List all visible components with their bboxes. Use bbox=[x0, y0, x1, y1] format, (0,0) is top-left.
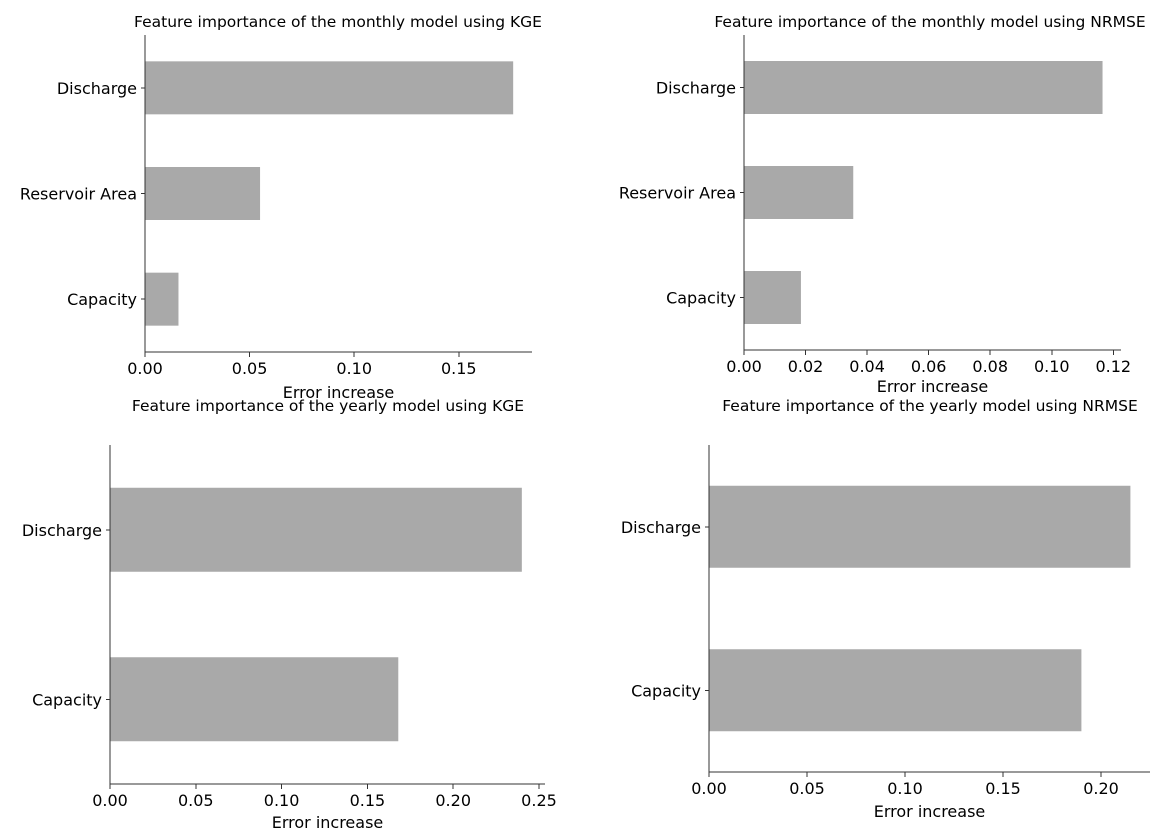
x-tick-label: 0.15 bbox=[441, 359, 477, 378]
x-tick-label: 0.20 bbox=[1083, 779, 1119, 798]
x-tick-label: 0.00 bbox=[127, 359, 163, 378]
bar-discharge bbox=[145, 61, 514, 115]
x-tick-label: 0.00 bbox=[691, 779, 727, 798]
chart-title: Feature importance of the monthly model … bbox=[134, 13, 542, 31]
panel-yearly-nrmse: Feature importance of the yearly model u… bbox=[621, 397, 1150, 821]
bar-discharge bbox=[709, 485, 1131, 568]
x-tick-label: 0.05 bbox=[789, 779, 825, 798]
y-tick-label: Reservoir Area bbox=[20, 185, 137, 204]
x-tick-label: 0.10 bbox=[887, 779, 923, 798]
y-tick-label: Capacity bbox=[32, 690, 102, 709]
bar-discharge bbox=[110, 487, 522, 572]
panel-monthly-kge: Feature importance of the monthly model … bbox=[20, 13, 542, 402]
x-tick-label: 0.00 bbox=[726, 357, 762, 376]
y-tick-label: Capacity bbox=[67, 290, 137, 309]
y-tick-label: Reservoir Area bbox=[619, 184, 736, 203]
x-tick-label: 0.10 bbox=[1034, 357, 1070, 376]
x-axis-label: Error increase bbox=[272, 813, 384, 831]
x-tick-label: 0.25 bbox=[521, 791, 557, 810]
x-tick-label: 0.08 bbox=[972, 357, 1008, 376]
bar-capacity bbox=[145, 272, 179, 326]
y-tick-label: Discharge bbox=[621, 518, 701, 537]
bar-capacity bbox=[110, 657, 399, 742]
chart-title: Feature importance of the yearly model u… bbox=[132, 397, 524, 415]
x-tick-label: 0.10 bbox=[336, 359, 372, 378]
x-tick-label: 0.02 bbox=[788, 357, 824, 376]
chart-title: Feature importance of the monthly model … bbox=[714, 13, 1145, 31]
bar-reservoir-area bbox=[744, 166, 854, 219]
x-tick-label: 0.05 bbox=[178, 791, 214, 810]
x-tick-label: 0.05 bbox=[232, 359, 268, 378]
x-axis-label: Error increase bbox=[874, 802, 986, 821]
y-tick-label: Capacity bbox=[666, 289, 736, 308]
x-axis-label: Error increase bbox=[283, 383, 395, 402]
x-tick-label: 0.20 bbox=[435, 791, 471, 810]
bar-reservoir-area bbox=[145, 167, 261, 220]
x-tick-label: 0.00 bbox=[92, 791, 128, 810]
bar-capacity bbox=[709, 649, 1082, 732]
y-tick-label: Discharge bbox=[656, 79, 736, 98]
panel-monthly-nrmse: Feature importance of the monthly model … bbox=[619, 13, 1146, 396]
y-tick-label: Capacity bbox=[631, 681, 701, 700]
x-tick-label: 0.15 bbox=[985, 779, 1021, 798]
x-tick-label: 0.12 bbox=[1095, 357, 1131, 376]
y-tick-label: Discharge bbox=[57, 79, 137, 98]
panel-yearly-kge: Feature importance of the yearly model u… bbox=[22, 397, 557, 831]
x-tick-label: 0.06 bbox=[911, 357, 947, 376]
x-tick-label: 0.15 bbox=[350, 791, 386, 810]
x-axis-label: Error increase bbox=[877, 377, 989, 396]
x-tick-label: 0.04 bbox=[849, 357, 885, 376]
bar-discharge bbox=[744, 61, 1103, 114]
bar-capacity bbox=[744, 271, 801, 324]
y-tick-label: Discharge bbox=[22, 521, 102, 540]
chart-title: Feature importance of the yearly model u… bbox=[722, 397, 1138, 415]
x-tick-label: 0.10 bbox=[264, 791, 300, 810]
